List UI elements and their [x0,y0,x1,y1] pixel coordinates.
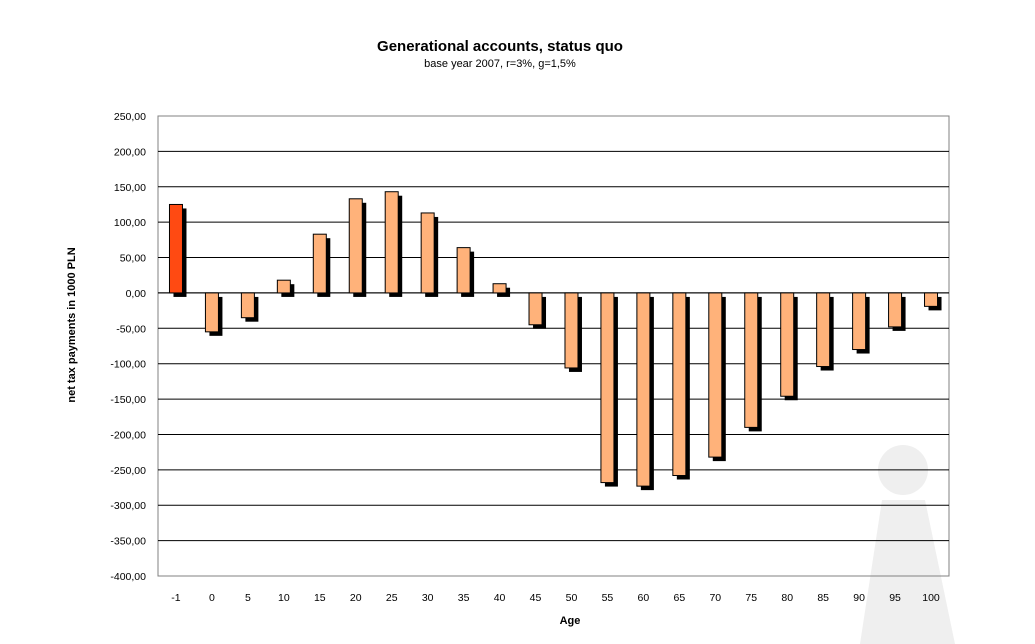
bar [348,198,363,294]
x-tick-label: 80 [781,592,793,604]
y-axis-ticks: 250,00 200,00 150,00 100,00 50,00 0,00 -50,00 -… [110,111,146,583]
x-tick-label: 20 [350,592,362,604]
watermark-figure [860,445,955,644]
bar [924,292,939,307]
x-tick-label: 50 [566,592,578,604]
x-tick-label: 0 [209,592,215,604]
chart-subtitle: base year 2007, r=3%, g=1,5% [424,58,576,70]
bar [456,247,471,294]
bar [600,292,615,484]
y-tick-label: -350,00 [110,536,146,548]
x-tick-label: 10 [278,592,290,604]
y-tick-label: -100,00 [110,359,146,371]
x-tick-label: 40 [494,592,506,604]
x-axis-ticks: -1 0 5 10 15 20 25 30 35 40 45 50 55 60 65 70 75 80 85 90 95… [171,592,940,604]
x-tick-label: 65 [673,592,685,604]
chart-title: Generational accounts, status quo [377,38,623,55]
bar [564,292,579,369]
x-axis-label: Age [559,615,581,627]
x-tick-label: -1 [171,592,180,604]
x-tick-label: 90 [853,592,865,604]
y-tick-label: 0,00 [126,288,147,300]
x-tick-label: 75 [745,592,757,604]
x-tick-label: 60 [638,592,650,604]
bars [168,191,942,491]
x-tick-label: 35 [458,592,470,604]
bar [636,292,651,487]
y-tick-label: 250,00 [114,111,146,123]
bar [852,292,867,351]
bar [312,233,327,294]
x-tick-label: 55 [602,592,614,604]
y-tick-label: 50,00 [120,253,146,265]
bar [204,292,219,333]
bar [528,292,543,326]
y-tick-label: -250,00 [110,465,146,477]
bar [888,292,903,328]
y-tick-label: -50,00 [116,323,146,335]
bar [816,292,831,368]
bar [168,203,183,294]
x-tick-label: 95 [889,592,901,604]
x-tick-label: 15 [314,592,326,604]
x-tick-label: 70 [709,592,721,604]
bar [240,292,255,319]
y-tick-label: -200,00 [110,429,146,441]
bar [492,283,507,294]
x-tick-label: 100 [922,592,940,604]
bar [672,292,687,477]
y-tick-label: 200,00 [114,146,146,158]
bar [384,191,399,294]
x-tick-label: 5 [245,592,251,604]
x-tick-label: 25 [386,592,398,604]
bar [780,292,795,397]
y-tick-label: -300,00 [110,500,146,512]
y-axis-label: net tax payments in 1000 PLN [66,247,78,403]
x-tick-label: 45 [530,592,542,604]
x-tick-label: 30 [422,592,434,604]
plot-frame [157,115,950,577]
y-tick-label: -400,00 [110,571,146,583]
bar [744,292,759,428]
x-tick-label: 85 [817,592,829,604]
y-tick-label: -150,00 [110,394,146,406]
bar [420,212,435,294]
bar [708,292,723,458]
bar [276,279,291,294]
y-tick-label: 100,00 [114,217,146,229]
y-tick-label: 150,00 [114,182,146,194]
